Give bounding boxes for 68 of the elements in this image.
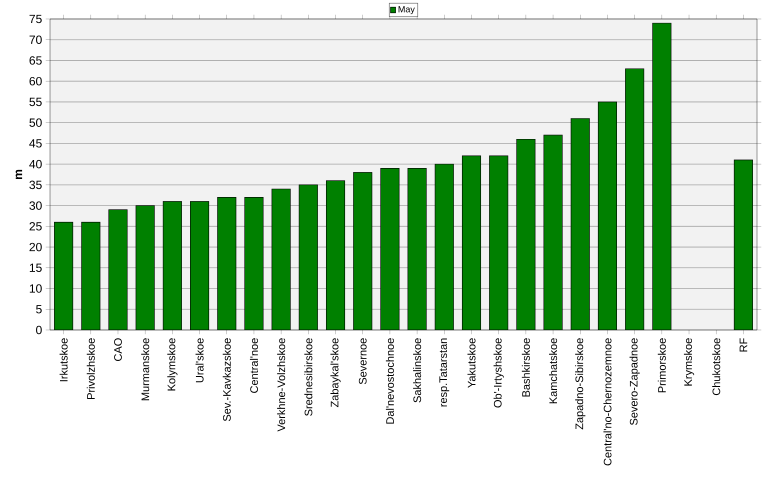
y-tick-label: 65 xyxy=(30,56,42,65)
x-tick-label: Kamchatskoe xyxy=(549,338,558,404)
bar xyxy=(625,68,644,330)
x-tick-label: Krymskoe xyxy=(684,338,694,386)
x-tick-label: Primorskoe xyxy=(658,338,666,392)
x-tick-label: Kolymskoe xyxy=(167,338,178,390)
bar xyxy=(136,206,154,330)
bar xyxy=(272,189,290,330)
x-tick-label: Ob'-Irtyshskoe xyxy=(494,338,504,408)
x-tick-label: Severo-Zapadnoe xyxy=(630,338,640,425)
bar xyxy=(408,168,426,330)
bar xyxy=(462,156,481,330)
y-tick-label: 20 xyxy=(30,242,42,252)
bar xyxy=(734,160,753,330)
y-tick-label: 0 xyxy=(36,326,42,334)
y-tick-label: 50 xyxy=(29,118,42,127)
y-tick-label: 45 xyxy=(29,139,42,148)
y-tick-label: 60 xyxy=(30,76,42,86)
x-tick-label: Severnoe xyxy=(358,338,367,384)
x-tick-label: CAO xyxy=(114,338,122,361)
y-axis-title: m xyxy=(16,170,22,180)
bar xyxy=(218,197,236,330)
x-tick-label: Irkutskoe xyxy=(60,338,68,382)
bar xyxy=(190,201,209,330)
y-tick-label: 35 xyxy=(29,180,42,190)
x-tick-label: Sev.-Kavkazskoe xyxy=(222,338,231,422)
bar xyxy=(244,197,264,330)
bar xyxy=(299,184,318,330)
x-tick-label: Zapadno-Sibirskoe xyxy=(575,338,586,430)
bar xyxy=(435,164,454,330)
y-tick-label: 10 xyxy=(30,284,42,293)
bar xyxy=(54,222,73,330)
y-tick-label: 70 xyxy=(30,35,42,44)
bar xyxy=(489,156,508,330)
bar xyxy=(108,210,128,330)
y-tick-label: 55 xyxy=(29,98,42,106)
x-tick-label: Bashkirskoe xyxy=(522,338,530,397)
x-tick-label: Privolzhskoe xyxy=(86,338,95,399)
y-tick-label: 5 xyxy=(36,305,42,314)
x-tick-label: RF xyxy=(740,338,748,352)
bar xyxy=(326,180,345,330)
bar xyxy=(516,139,536,330)
y-tick-label: 40 xyxy=(29,160,42,168)
x-tick-label: Central'noe xyxy=(250,338,258,393)
bar xyxy=(598,102,617,330)
legend-label: May xyxy=(398,6,415,14)
x-tick-label: Yakutskoe xyxy=(467,338,476,388)
x-tick-label: Dal'nevostochnoe xyxy=(386,338,394,424)
x-tick-label: resp.Tatarstan xyxy=(439,338,450,406)
y-tick-label: 30 xyxy=(29,201,42,210)
x-tick-label: Chukotskoe xyxy=(712,338,720,396)
x-tick-label: Murmanskoe xyxy=(141,338,150,400)
x-tick-label: Zabaykal'skoe xyxy=(330,338,341,408)
x-tick-label: Verkhne-Volzhskoe xyxy=(277,338,286,432)
bar xyxy=(544,135,562,330)
x-tick-label: Srednesibirskoe xyxy=(304,338,312,416)
bar xyxy=(571,118,590,330)
y-tick-label: 25 xyxy=(30,222,42,231)
y-tick-label: 15 xyxy=(30,264,42,272)
x-tick-label: Central'no-Chernozemnoe xyxy=(603,338,612,466)
x-tick-label: Ural'skoe xyxy=(196,338,204,382)
bar xyxy=(353,172,372,330)
x-tick-label: Sakhalinskoe xyxy=(413,338,422,402)
bar xyxy=(652,23,672,330)
bar xyxy=(82,222,100,330)
bar xyxy=(163,201,182,330)
bar xyxy=(380,168,400,330)
y-tick-label: 75 xyxy=(30,14,42,24)
